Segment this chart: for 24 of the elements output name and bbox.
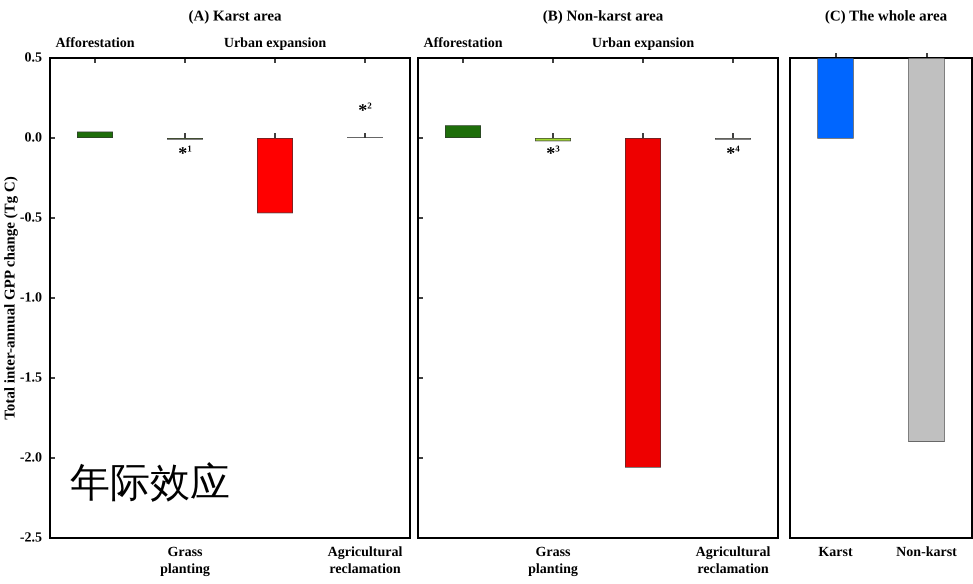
y-tick-label: 0.5: [24, 50, 42, 66]
x-tick-label: Afforestation: [423, 36, 503, 51]
x-tick-label: Grass planting: [160, 545, 210, 577]
y-tick-label: -2.5: [20, 530, 42, 546]
y-axis-title: Total inter-annual GPP change (Tg C): [2, 176, 18, 420]
bar: [77, 132, 113, 138]
x-tick-label: Afforestation: [55, 36, 135, 51]
y-tick-label: -1.5: [20, 370, 42, 386]
x-tick-label: Non-karst: [896, 545, 958, 560]
annotation: 年际效应: [70, 460, 230, 506]
x-tick-label: Agricultural reclamation: [696, 545, 770, 577]
y-tick-label: -2.0: [20, 450, 42, 466]
y-tick-label: -1.0: [20, 290, 42, 306]
x-tick-label: Urban expansion: [592, 36, 694, 51]
chart-title: (C) The whole area: [824, 8, 948, 24]
x-tick-label: Agricultural reclamation: [328, 545, 402, 577]
x-tick-label: Karst: [818, 545, 853, 560]
chart-title: (A) Karst area: [188, 8, 282, 24]
x-tick-label: Urban expansion: [224, 36, 326, 51]
y-tick-label: -0.5: [20, 210, 42, 226]
chart-title: (B) Non-karst area: [542, 8, 664, 24]
y-tick-label: 0.0: [24, 130, 42, 146]
bar: [257, 138, 293, 214]
x-tick-label: Grass planting: [528, 545, 578, 577]
